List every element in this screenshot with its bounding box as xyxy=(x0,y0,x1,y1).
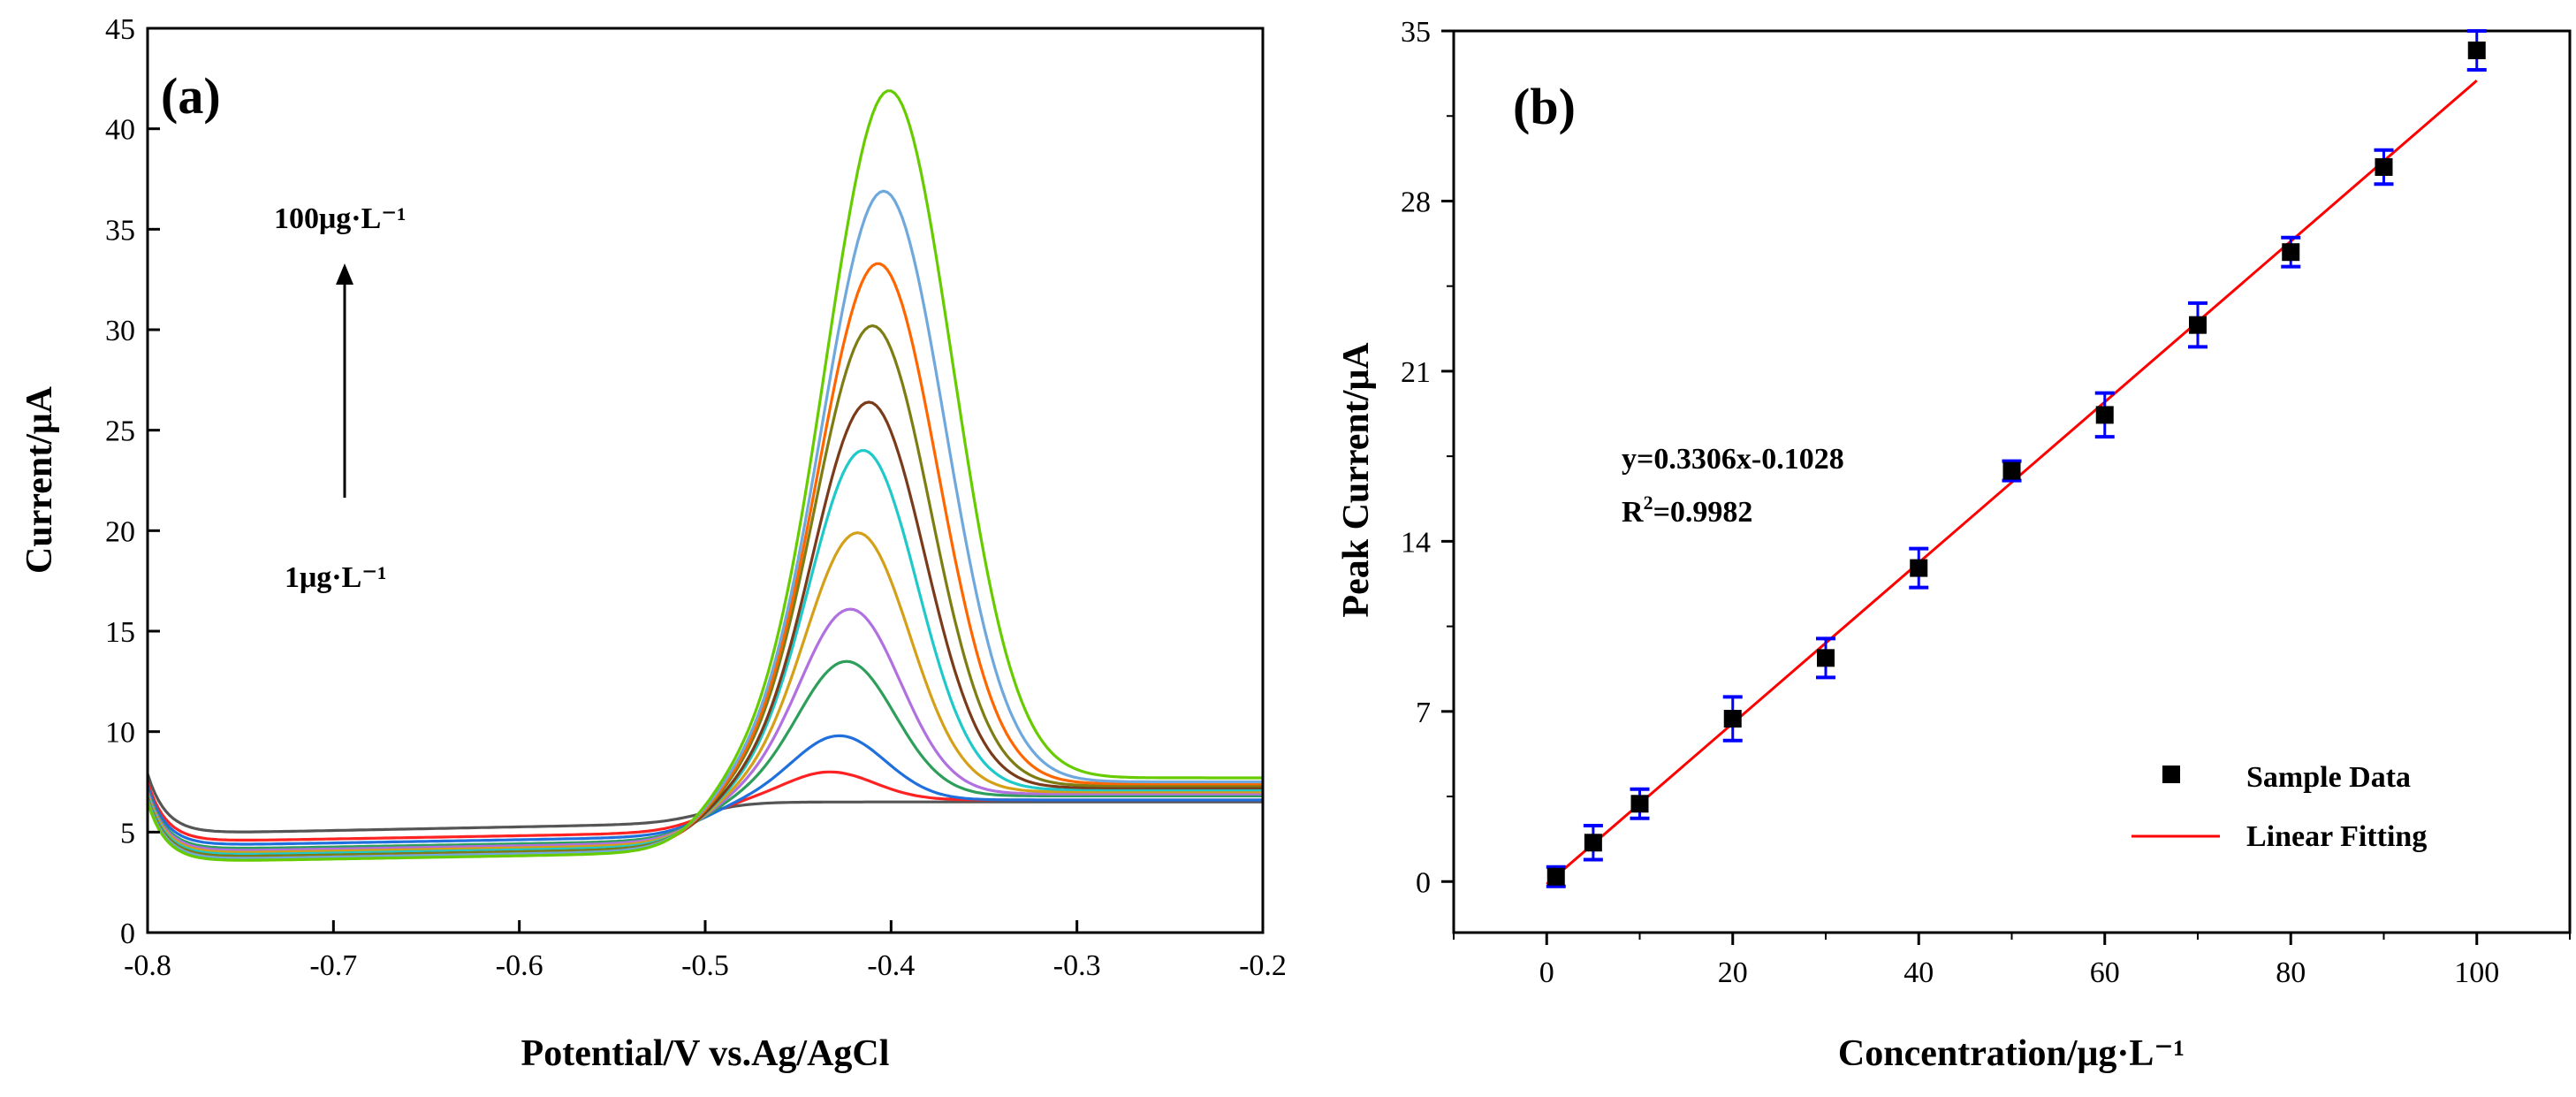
data-point xyxy=(1630,795,1649,813)
chart-a-x-axis-title: Potential/V vs.Ag/AgCl xyxy=(521,1033,890,1074)
chart-b-r2: R2=0.9982 xyxy=(1622,491,1752,529)
chart-b-x-tick-label: 0 xyxy=(1539,956,1554,989)
data-point xyxy=(1723,710,1742,728)
chart-b-fit-line xyxy=(1546,80,2478,886)
chart-b-x-tick-label: 80 xyxy=(2276,956,2306,989)
chart-a-y-axis-title: Current/μA xyxy=(19,385,60,574)
chart-b-y-tick-label: 0 xyxy=(1416,866,1431,899)
chart-b-y-tick-label: 28 xyxy=(1401,186,1431,218)
data-point xyxy=(1817,649,1835,667)
chart-a-y-tick-label: 15 xyxy=(105,616,135,649)
legend-marker-sample xyxy=(2162,766,2180,783)
data-point xyxy=(1910,559,1928,577)
chart-a-y-tick-label: 45 xyxy=(105,13,135,46)
chart-a-y-tick-label: 25 xyxy=(105,415,135,448)
chart-a-y-tick-label: 30 xyxy=(105,315,135,347)
data-point xyxy=(2375,157,2393,176)
chart-a-y-tick-label: 0 xyxy=(120,918,135,950)
chart-b-x-tick-label: 60 xyxy=(2090,956,2120,989)
chart-a-arrow-head xyxy=(336,263,353,285)
chart-b-y-tick-label: 35 xyxy=(1401,16,1431,49)
legend-label-sample: Sample Data xyxy=(2246,761,2411,794)
chart-b-r2-value: =0.9982 xyxy=(1653,496,1753,529)
chart-b-y-tick-label: 14 xyxy=(1401,526,1431,559)
data-point xyxy=(1584,834,1602,852)
chart-b-panel-label: (b) xyxy=(1513,78,1576,135)
chart-a-x-tick-label: -0.5 xyxy=(681,949,729,982)
chart-b-x-ticks: 0 20 40 60 80 100 xyxy=(1453,933,2571,989)
data-point xyxy=(1546,867,1565,886)
chart-a-curves xyxy=(146,89,1263,862)
chart-b-r2-sup: 2 xyxy=(1644,491,1653,514)
curve-60 xyxy=(146,400,1263,858)
curve-100 xyxy=(146,89,1263,862)
chart-a: -0.8 -0.7 -0.6 -0.5 -0.4 -0.3 -0.2 0 5 10 15 20 25 3… xyxy=(19,13,1287,1074)
chart-b-x-tick-label: 100 xyxy=(2454,956,2499,989)
chart-a-x-tick-label: -0.6 xyxy=(496,949,543,982)
chart-a-annotation-bottom: 1μg·L⁻¹ xyxy=(285,561,386,594)
chart-a-x-tick-label: -0.3 xyxy=(1053,949,1101,982)
chart-a-x-tick-label: -0.7 xyxy=(309,949,357,982)
legend-label-fit: Linear Fitting xyxy=(2246,820,2427,853)
chart-a-y-tick-label: 5 xyxy=(120,817,135,849)
data-point xyxy=(2282,243,2300,262)
chart-a-annotation-top: 100μg·L⁻¹ xyxy=(274,202,406,235)
chart-a-y-tick-label: 35 xyxy=(105,214,135,247)
chart-a-y-tick-label: 10 xyxy=(105,717,135,750)
chart-b-legend: Sample Data Linear Fitting xyxy=(2131,761,2427,853)
chart-b-x-tick-label: 20 xyxy=(1718,956,1748,989)
chart-a-x-tick-label: -0.8 xyxy=(124,949,171,982)
chart-a-x-tick-label: -0.2 xyxy=(1239,949,1287,982)
data-point xyxy=(2467,41,2486,59)
data-point xyxy=(2189,316,2207,334)
chart-b: 0 20 40 60 80 100 0 7 14 21 28 35 (b) y=0.3306x-0.… xyxy=(1336,16,2572,1074)
data-point xyxy=(2002,461,2021,480)
data-point xyxy=(2095,406,2114,424)
chart-a-x-tick-label: -0.4 xyxy=(867,949,915,982)
chart-a-y-tick-label: 40 xyxy=(105,114,135,147)
chart-a-panel-label: (a) xyxy=(161,67,221,125)
chart-b-equation: y=0.3306x-0.1028 xyxy=(1622,443,1844,476)
chart-a-y-tick-label: 20 xyxy=(105,515,135,548)
curve-90 xyxy=(146,189,1263,860)
chart-b-y-tick-label: 7 xyxy=(1416,697,1431,729)
curve-20 xyxy=(146,659,1263,850)
chart-b-x-axis-title: Concentration/μg·L⁻¹ xyxy=(1838,1033,2185,1074)
chart-b-points xyxy=(1546,41,2486,886)
chart-a-y-ticks: 0 5 10 15 20 25 30 35 40 45 xyxy=(105,13,160,950)
chart-b-y-ticks: 0 7 14 21 28 35 xyxy=(1401,16,1454,899)
chart-b-y-axis-title: Peak Current/μA xyxy=(1336,342,1377,618)
chart-b-r2-label: R xyxy=(1622,496,1644,529)
chart-b-y-tick-label: 21 xyxy=(1401,356,1431,389)
chart-a-x-ticks: -0.8 -0.7 -0.6 -0.5 -0.4 -0.3 -0.2 xyxy=(124,920,1287,982)
chart-b-x-tick-label: 40 xyxy=(1904,956,1934,989)
